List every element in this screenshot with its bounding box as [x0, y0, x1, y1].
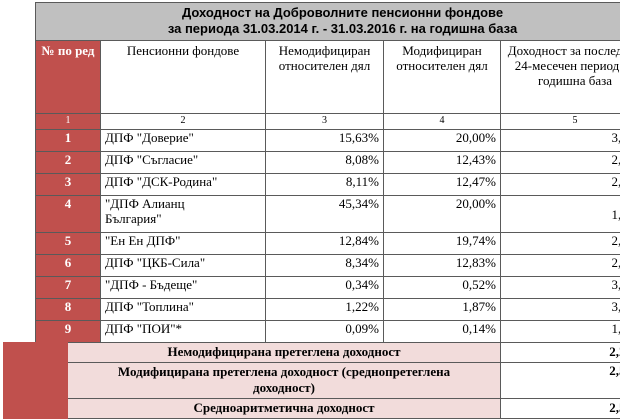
table-row: 7 "ДПФ - Бъдеще" 0,34% 0,52% 3,02% [36, 277, 620, 299]
return-value: 2,58% [501, 152, 620, 174]
return-value: 3,75% [501, 130, 620, 152]
fund-name: "ДПФ - Бъдеще" [101, 277, 266, 299]
table-row: 9 ДПФ "ПОИ"* 0,09% 0,14% 1,02% [36, 321, 620, 343]
table-row: 5 "Ен Ен ДПФ" 12,84% 19,74% 2,28% [36, 233, 620, 255]
column-index: 2 [101, 114, 266, 130]
column-index: 4 [384, 114, 501, 130]
table-title: Доходност на Доброволните пенсионни фонд… [36, 3, 620, 41]
return-value: 3,13% [501, 299, 620, 321]
unmodified-share: 8,08% [266, 152, 384, 174]
column-index: 3 [266, 114, 384, 130]
table-row: 4 "ДПФ Алианц България" 45,34% 20,00% 1,… [36, 196, 620, 233]
summary-label: Модифицирана претеглена доходност (средн… [36, 363, 501, 399]
fund-name: ДПФ "ПОИ"* [101, 321, 266, 343]
table-row: 8 ДПФ "Топлина" 1,22% 1,87% 3,13% [36, 299, 620, 321]
summary-value: 2,20% [501, 343, 620, 363]
return-value: 2,99% [501, 255, 620, 277]
row-number: 3 [36, 174, 101, 196]
modified-share: 12,83% [384, 255, 501, 277]
return-value: 2,68% [501, 174, 620, 196]
summary-row: Немодифицирана претеглена доходност 2,20… [36, 343, 620, 363]
header-return: Доходност за последния 24-месечен период… [501, 41, 620, 114]
fund-name: ДПФ "ДСК-Родина" [101, 174, 266, 196]
title-line-1: Доходност на Доброволните пенсионни фонд… [40, 5, 620, 21]
title-row: Доходност на Доброволните пенсионни фонд… [36, 3, 620, 41]
modified-share: 12,43% [384, 152, 501, 174]
table-row: 1 ДПФ "Доверие" 15,63% 20,00% 3,75% [36, 130, 620, 152]
table-row: 3 ДПФ "ДСК-Родина" 8,11% 12,47% 2,68% [36, 174, 620, 196]
table-row: 6 ДПФ "ЦКБ-Сила" 8,34% 12,83% 2,99% [36, 255, 620, 277]
header-unmodified-share: Немодифициран относителен дял [266, 41, 384, 114]
header-no: № по ред [36, 41, 101, 114]
unmodified-share: 8,11% [266, 174, 384, 196]
modified-share: 0,14% [384, 321, 501, 343]
summary-value: 2,53% [501, 399, 620, 419]
column-index: 5 [501, 114, 620, 130]
column-index: 1 [36, 114, 101, 130]
fund-name: ДПФ "ЦКБ-Сила" [101, 255, 266, 277]
document-page: Доходност на Доброволните пенсионни фонд… [0, 2, 620, 412]
summary-value: 2,58% [501, 363, 620, 399]
unmodified-share: 1,22% [266, 299, 384, 321]
summary-label: Средноаритметична доходност [36, 399, 501, 419]
title-line-2: за периода 31.03.2014 г. - 31.03.2016 г.… [40, 21, 620, 37]
modified-share: 0,52% [384, 277, 501, 299]
fund-name: "ДПФ Алианц България" [101, 196, 266, 233]
header-modified-share: Модифициран относителен дял [384, 41, 501, 114]
modified-share: 20,00% [384, 196, 501, 233]
row-number: 1 [36, 130, 101, 152]
unmodified-share: 0,34% [266, 277, 384, 299]
return-value: 1,32% [501, 196, 620, 233]
table-row: 2 ДПФ "Съгласие" 8,08% 12,43% 2,58% [36, 152, 620, 174]
fund-name: ДПФ "Доверие" [101, 130, 266, 152]
column-index-row: 1 2 3 4 5 [36, 114, 620, 130]
summary-row: Средноаритметична доходност 2,53% [36, 399, 620, 419]
return-value: 2,28% [501, 233, 620, 255]
row-number: 6 [36, 255, 101, 277]
summary-row: Модифицирана претеглена доходност (средн… [36, 363, 620, 399]
modified-share: 1,87% [384, 299, 501, 321]
row-number: 5 [36, 233, 101, 255]
modified-share: 12,47% [384, 174, 501, 196]
return-value: 3,02% [501, 277, 620, 299]
header-fund: Пенсионни фондове [101, 41, 266, 114]
fund-name: ДПФ "Съгласие" [101, 152, 266, 174]
summary-label: Немодифицирана претеглена доходност [36, 343, 501, 363]
row-number: 4 [36, 196, 101, 233]
row-number: 2 [36, 152, 101, 174]
fund-name: ДПФ "Топлина" [101, 299, 266, 321]
unmodified-share: 8,34% [266, 255, 384, 277]
unmodified-share: 0,09% [266, 321, 384, 343]
row-number: 8 [36, 299, 101, 321]
return-value: 1,02% [501, 321, 620, 343]
modified-share: 19,74% [384, 233, 501, 255]
fund-name: "Ен Ен ДПФ" [101, 233, 266, 255]
unmodified-share: 12,84% [266, 233, 384, 255]
pension-funds-table: Доходност на Доброволните пенсионни фонд… [3, 2, 620, 419]
row-number: 9 [36, 321, 101, 343]
unmodified-share: 15,63% [266, 130, 384, 152]
header-row: № по ред Пенсионни фондове Немодифициран… [36, 41, 620, 114]
row-number: 7 [36, 277, 101, 299]
unmodified-share: 45,34% [266, 196, 384, 233]
modified-share: 20,00% [384, 130, 501, 152]
